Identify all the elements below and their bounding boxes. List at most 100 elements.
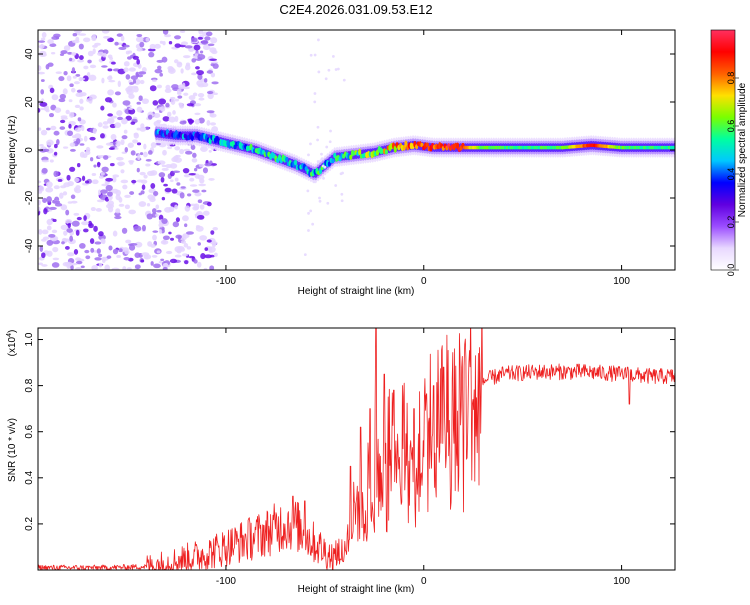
noise-speckle: [199, 50, 204, 54]
noise-speckle: [206, 70, 214, 74]
noise-speckle: [138, 95, 143, 102]
noise-speckle: [41, 238, 47, 242]
noise-speckle: [94, 241, 102, 245]
noise-speckle: [101, 256, 106, 263]
faint-speckle: [331, 54, 335, 58]
noise-speckle: [46, 139, 54, 146]
noise-speckle: [83, 135, 88, 142]
noise-speckle: [175, 154, 181, 158]
noise-speckle: [185, 150, 193, 155]
noise-speckle: [91, 179, 99, 185]
noise-speckle: [69, 148, 76, 152]
noise-speckle: [120, 139, 125, 146]
noise-speckle: [162, 266, 168, 270]
noise-speckle: [52, 200, 61, 204]
noise-speckle: [160, 176, 165, 183]
noise-speckle: [156, 59, 164, 63]
noise-speckle: [137, 153, 141, 161]
noise-speckle: [91, 173, 97, 177]
noise-speckle: [162, 116, 170, 122]
noise-speckle: [174, 35, 182, 40]
noise-speckle: [174, 98, 180, 102]
x-tick-label: 100: [613, 276, 630, 287]
noise-speckle: [63, 146, 69, 149]
noise-speckle: [76, 89, 83, 93]
noise-speckle: [134, 264, 141, 270]
noise-speckle: [150, 182, 156, 189]
noise-speckle: [150, 261, 154, 266]
noise-speckle: [169, 163, 178, 169]
colorbar-tick-label: 0.4: [726, 168, 736, 181]
noise-speckle: [39, 50, 47, 56]
noise-speckle: [154, 43, 161, 49]
faint-speckle: [307, 153, 310, 157]
noise-speckle: [101, 238, 106, 245]
snr-x-ticks: -100 0 100: [216, 328, 630, 587]
y-tick-label: -40: [24, 238, 35, 253]
snr-plot: -100 0 100 0.2 0.4 0.6 0.8 1.0 Height of strai…: [6, 327, 676, 595]
noise-speckle: [188, 47, 195, 52]
noise-speckle: [200, 146, 208, 152]
noise-speckle: [147, 194, 155, 200]
noise-speckle: [85, 146, 91, 153]
noise-speckle: [165, 84, 171, 90]
noise-speckle: [157, 160, 166, 165]
faint-speckle: [317, 38, 320, 42]
noise-speckle: [104, 264, 110, 270]
noise-speckle: [204, 36, 211, 41]
snr-y-ticks: 0.2 0.4 0.6 0.8 1.0: [24, 332, 675, 531]
noise-speckle: [50, 125, 57, 131]
noise-speckle: [206, 90, 214, 95]
noise-speckle: [152, 79, 157, 83]
faint-speckle: [340, 199, 344, 203]
noise-speckle: [167, 146, 173, 150]
faint-speckle: [320, 157, 324, 161]
noise-speckle: [67, 51, 73, 55]
noise-speckle: [201, 189, 207, 193]
noise-speckle: [131, 179, 137, 184]
noise-speckle: [197, 73, 203, 80]
noise-speckle: [59, 93, 67, 100]
noise-speckle: [96, 161, 101, 168]
noise-speckle: [121, 227, 128, 234]
noise-speckle: [81, 125, 85, 132]
noise-speckle: [65, 218, 72, 224]
noise-speckle: [79, 98, 84, 104]
snr-frame: [37, 327, 676, 571]
noise-speckle: [122, 184, 128, 190]
y-tick-label: -20: [24, 190, 35, 205]
noise-speckle: [156, 250, 161, 254]
noise-speckle: [127, 142, 134, 148]
noise-speckle: [101, 77, 105, 84]
y-tick-label: 0.2: [24, 517, 35, 531]
noise-speckle: [174, 177, 179, 182]
noise-speckle: [132, 79, 137, 84]
noise-speckle: [58, 98, 66, 103]
noise-speckle: [60, 204, 68, 211]
noise-speckle: [39, 245, 44, 252]
noise-speckle: [172, 170, 181, 173]
snr-x-label: Height of straight line (km): [298, 584, 415, 595]
noise-speckle: [97, 122, 103, 128]
noise-speckle: [154, 68, 163, 74]
noise-speckle: [70, 200, 78, 204]
noise-speckle: [107, 191, 113, 197]
noise-speckle: [116, 156, 124, 161]
spectrogram-signal-layer: [154, 38, 675, 256]
noise-speckle: [124, 146, 128, 153]
noise-speckle: [86, 71, 91, 78]
noise-speckle: [114, 91, 121, 96]
noise-speckle: [75, 185, 81, 190]
noise-speckle: [128, 107, 133, 111]
noise-speckle: [139, 79, 145, 85]
noise-speckle: [78, 33, 87, 36]
noise-speckle: [84, 180, 90, 184]
noise-speckle: [197, 242, 201, 246]
noise-speckle: [69, 57, 73, 62]
noise-speckle: [100, 189, 108, 194]
noise-speckle: [212, 226, 219, 231]
noise-speckle: [207, 43, 215, 47]
noise-speckle: [89, 94, 97, 100]
noise-speckle: [135, 36, 144, 43]
noise-speckle: [128, 243, 133, 247]
